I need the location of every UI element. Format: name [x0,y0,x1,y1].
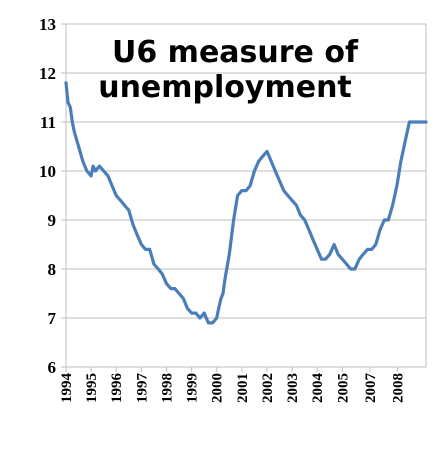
gridlines [65,23,427,368]
x-tick-label: 1994 [59,373,75,404]
series-layer [64,81,428,325]
series-line-u6 [64,81,428,325]
x-tick-label: 2007 [363,373,379,404]
y-tick-label: 7 [48,309,57,328]
y-tick-label: 13 [39,15,56,34]
x-tick-label: 1995 [84,373,100,403]
x-tick-label: 2004 [310,373,326,404]
y-tick-label: 10 [39,162,56,181]
x-tick-label: 2008 [391,373,407,403]
y-tick-label: 6 [48,358,57,377]
y-axis-ticks: 6 7 8 9 10 11 12 13 [39,15,66,377]
x-tick-label: 1997 [134,373,150,404]
x-axis-ticks: 1994 1995 1996 1997 1998 1999 2000 2001 2002 2003… [59,367,407,403]
x-tick-label: 2000 [210,373,226,403]
x-tick-label: 2001 [235,373,251,403]
y-tick-label: 11 [40,113,56,132]
y-tick-label: 8 [48,260,57,279]
y-tick-label: 12 [39,64,56,83]
x-tick-label: 1999 [185,373,201,403]
x-tick-label: 2002 [260,373,276,403]
title-line-2: unemployment [98,70,352,105]
x-tick-label: 2005 [335,373,351,403]
y-tick-label: 9 [48,211,57,230]
x-tick-label: 1998 [159,373,175,403]
title-line-1: U6 measure of [112,35,359,70]
chart-title: U6 measure of unemployment [98,35,359,105]
x-tick-label: 2003 [285,373,301,403]
x-tick-label: 1996 [109,373,125,404]
